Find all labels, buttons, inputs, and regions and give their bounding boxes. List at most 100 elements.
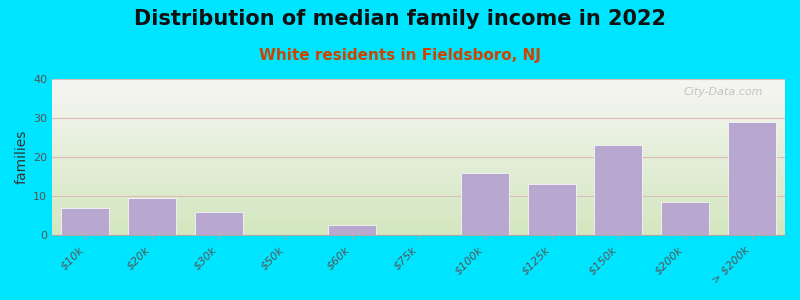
Bar bbox=[52, 147, 785, 148]
Bar bbox=[52, 146, 785, 147]
Bar bbox=[52, 234, 785, 235]
Bar bbox=[52, 87, 785, 88]
Bar bbox=[52, 135, 785, 136]
Bar bbox=[52, 157, 785, 158]
Bar bbox=[52, 219, 785, 220]
Bar bbox=[52, 185, 785, 186]
Bar bbox=[52, 102, 785, 103]
Bar bbox=[52, 90, 785, 91]
Bar bbox=[52, 120, 785, 121]
Bar bbox=[661, 202, 709, 235]
Bar bbox=[52, 111, 785, 112]
Bar bbox=[52, 123, 785, 124]
Bar bbox=[52, 139, 785, 140]
Bar bbox=[52, 213, 785, 214]
Bar bbox=[52, 214, 785, 215]
Bar bbox=[52, 202, 785, 203]
Bar bbox=[52, 137, 785, 138]
Bar bbox=[52, 118, 785, 119]
Bar bbox=[52, 115, 785, 116]
Bar bbox=[52, 197, 785, 198]
Bar bbox=[52, 165, 785, 166]
Bar bbox=[52, 175, 785, 176]
Bar bbox=[52, 142, 785, 143]
Bar bbox=[52, 116, 785, 117]
Bar bbox=[52, 122, 785, 123]
Bar bbox=[52, 168, 785, 169]
Bar bbox=[52, 228, 785, 229]
Bar bbox=[52, 201, 785, 202]
Bar bbox=[52, 104, 785, 105]
Bar bbox=[52, 169, 785, 170]
Text: City-Data.com: City-Data.com bbox=[683, 87, 763, 97]
Bar bbox=[52, 216, 785, 217]
Bar bbox=[52, 187, 785, 188]
Bar bbox=[52, 200, 785, 201]
Bar bbox=[52, 177, 785, 178]
Bar bbox=[52, 178, 785, 179]
Bar bbox=[52, 91, 785, 92]
Bar bbox=[52, 155, 785, 156]
Bar bbox=[52, 173, 785, 174]
Bar bbox=[52, 160, 785, 161]
Bar bbox=[52, 199, 785, 200]
Bar bbox=[52, 217, 785, 218]
Bar bbox=[52, 100, 785, 101]
Bar bbox=[52, 218, 785, 219]
Bar bbox=[52, 163, 785, 164]
Bar bbox=[52, 144, 785, 145]
Bar bbox=[594, 145, 642, 235]
Bar bbox=[52, 193, 785, 194]
Bar bbox=[52, 127, 785, 128]
Bar bbox=[52, 203, 785, 204]
Bar bbox=[52, 182, 785, 183]
Bar bbox=[52, 150, 785, 151]
Bar bbox=[52, 99, 785, 100]
Bar bbox=[52, 183, 785, 184]
Bar bbox=[52, 232, 785, 233]
Bar bbox=[52, 84, 785, 85]
Bar bbox=[52, 113, 785, 114]
Bar bbox=[52, 159, 785, 160]
Bar bbox=[528, 184, 576, 235]
Bar bbox=[52, 198, 785, 199]
Bar bbox=[52, 85, 785, 86]
Bar bbox=[52, 89, 785, 90]
Bar bbox=[52, 132, 785, 133]
Bar bbox=[52, 96, 785, 97]
Bar bbox=[52, 124, 785, 125]
Bar bbox=[52, 138, 785, 139]
Bar bbox=[52, 181, 785, 182]
Bar bbox=[52, 180, 785, 181]
Bar bbox=[52, 156, 785, 157]
Bar bbox=[52, 224, 785, 225]
Bar bbox=[52, 174, 785, 175]
Bar bbox=[52, 171, 785, 172]
Bar bbox=[52, 172, 785, 173]
Bar bbox=[728, 122, 776, 235]
Bar bbox=[52, 141, 785, 142]
Bar bbox=[52, 220, 785, 221]
Bar bbox=[52, 161, 785, 162]
Bar bbox=[52, 225, 785, 226]
Bar bbox=[52, 221, 785, 222]
Bar bbox=[52, 125, 785, 126]
Bar bbox=[62, 208, 110, 235]
Bar bbox=[52, 93, 785, 94]
Bar bbox=[52, 131, 785, 132]
Bar bbox=[52, 110, 785, 111]
Bar bbox=[52, 79, 785, 80]
Bar bbox=[52, 86, 785, 87]
Bar bbox=[52, 128, 785, 129]
Bar bbox=[52, 196, 785, 197]
Bar bbox=[52, 108, 785, 109]
Bar bbox=[52, 164, 785, 165]
Text: White residents in Fieldsboro, NJ: White residents in Fieldsboro, NJ bbox=[259, 48, 541, 63]
Bar bbox=[52, 130, 785, 131]
Bar bbox=[128, 198, 176, 235]
Bar bbox=[52, 95, 785, 96]
Bar bbox=[52, 188, 785, 189]
Bar bbox=[52, 210, 785, 211]
Bar bbox=[52, 207, 785, 208]
Bar bbox=[52, 107, 785, 108]
